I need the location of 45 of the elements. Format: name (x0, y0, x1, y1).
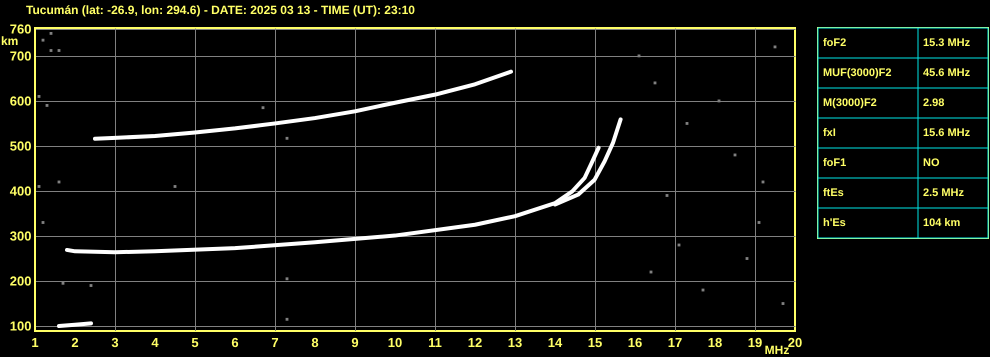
text: MUF(3000)F2 (823, 67, 892, 79)
x-tick-label: 9 (351, 335, 359, 350)
x-tick-label: 19 (748, 335, 762, 350)
x-tick-label: 14 (548, 335, 563, 350)
x-tick-label: 3 (111, 335, 119, 350)
x-tick-label: 11 (428, 335, 442, 350)
text: 2.98 (923, 97, 944, 109)
text: NO (923, 157, 940, 169)
text: h'Es (823, 217, 846, 229)
y-tick-label: 500 (10, 138, 32, 154)
text: 15.3 MHz (923, 37, 971, 49)
x-tick-label: 10 (388, 335, 402, 350)
x-tick-label: 1 (31, 335, 39, 350)
text: foF2 (823, 37, 846, 49)
x-tick-label: 13 (508, 335, 522, 350)
text: fxI (823, 127, 836, 139)
y-tick-label: 600 (10, 93, 32, 108)
x-tick-label: 7 (271, 335, 279, 350)
chart-title: Tucumán (lat: -26.9, lon: 294.6) - DATE: 2025 03 13 - TIME (UT): 23:10 (26, 2, 416, 17)
y-tick-label: 200 (10, 274, 32, 289)
x-tick-label: 4 (151, 335, 160, 350)
x-tick-label: 15 (588, 335, 602, 350)
x-tick-label: 18 (708, 335, 722, 350)
x-tick-label: 12 (468, 335, 482, 350)
y-tick-label: 760 (10, 21, 32, 36)
x-tick-label: 2 (71, 335, 79, 350)
x-tick-label: 5 (191, 335, 199, 350)
y-tick-label: 700 (10, 48, 32, 64)
y-axis-title: km (1, 34, 18, 48)
x-tick-label: 17 (668, 335, 682, 350)
text: 2.5 MHz (923, 187, 964, 199)
y-tick-label: 300 (10, 228, 32, 244)
text: M(3000)F2 (823, 97, 877, 109)
x-tick-label: 8 (311, 335, 319, 350)
y-tick-label: 100 (10, 318, 32, 334)
text: 15.6 MHz (923, 127, 971, 139)
x-tick-label: 16 (628, 335, 642, 350)
text: 45.6 MHz (923, 67, 971, 79)
text: foF1 (823, 157, 846, 169)
x-axis-title: MHz (764, 343, 790, 357)
text: 104 km (923, 217, 961, 229)
y-tick-label: 400 (10, 183, 32, 198)
x-tick-label: 6 (231, 335, 239, 350)
x-tick-label: 20 (788, 335, 802, 350)
text: ftEs (823, 187, 844, 199)
